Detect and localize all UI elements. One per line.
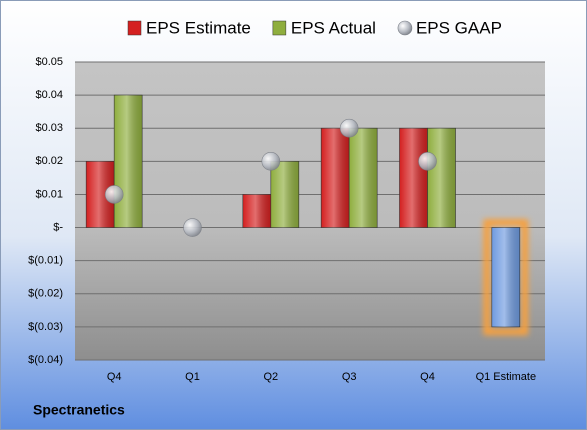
gaap-point — [339, 118, 359, 138]
x-tick-label: Q1 — [185, 371, 200, 383]
gaap-point — [104, 185, 124, 204]
plot-area — [75, 62, 545, 360]
y-tick-label: $(0.03) — [28, 321, 63, 333]
y-tick-label: $(0.04) — [28, 354, 63, 366]
bar-shine — [114, 95, 143, 228]
caption: Spectranetics — [33, 402, 125, 418]
x-tick-label: Q1 Estimate — [476, 371, 537, 383]
gaap-point — [183, 218, 202, 237]
gaap-point — [418, 152, 437, 171]
legend-label: EPS GAAP — [416, 18, 502, 37]
legend-label: EPS Actual — [291, 18, 376, 37]
legend-label: EPS Estimate — [146, 18, 251, 37]
bar-shine — [491, 227, 520, 327]
legend-marker — [397, 20, 413, 36]
y-tick-label: $0.02 — [35, 155, 63, 167]
bar-shine — [399, 128, 428, 228]
y-tick-label: $0.05 — [35, 56, 63, 68]
bar-shine — [270, 161, 299, 228]
y-tick-label: $0.04 — [35, 89, 63, 101]
y-tick-label: $(0.02) — [28, 288, 63, 300]
x-tick-label: Q4 — [107, 371, 122, 383]
legend-marker — [127, 20, 142, 36]
bar-shine — [242, 194, 271, 228]
bar-shine — [321, 128, 350, 228]
y-tick-label: $0.03 — [35, 122, 63, 134]
y-tick-label: $0.01 — [35, 188, 63, 200]
legend-marker — [272, 20, 287, 36]
bar-shine — [349, 128, 378, 228]
y-tick-label: $- — [53, 221, 63, 233]
x-tick-label: Q4 — [420, 371, 435, 383]
gaap-point — [261, 152, 281, 171]
highlight-glow — [483, 219, 529, 336]
x-tick-label: Q3 — [342, 371, 357, 383]
bar-shine — [427, 128, 456, 228]
y-tick-label: $(0.01) — [28, 255, 63, 267]
x-tick-label: Q2 — [263, 371, 278, 383]
